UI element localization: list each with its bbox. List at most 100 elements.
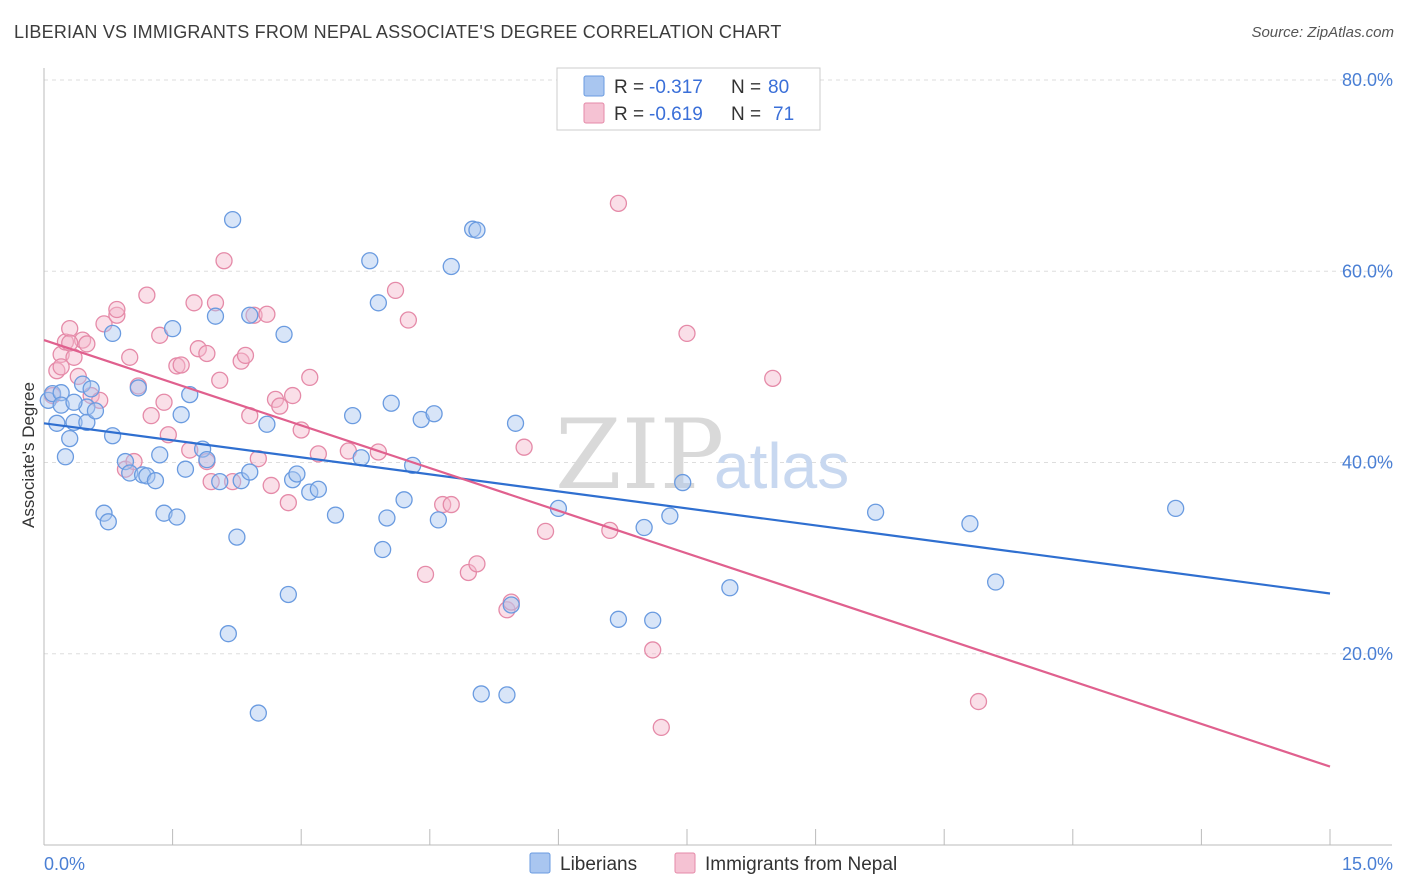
- nepal-point-67: [764, 369, 782, 388]
- nepal-point-36: [236, 346, 255, 365]
- nepal-point-53: [416, 565, 435, 584]
- legend-r-value-2: -0.619: [649, 104, 703, 125]
- liberian-point-5: [61, 429, 79, 448]
- nepal-point-43: [271, 397, 289, 415]
- liberian-point-79: [65, 393, 83, 411]
- nepal-point-12: [108, 306, 126, 324]
- liberian-point-25: [168, 508, 186, 526]
- liberian-point-46: [309, 480, 327, 498]
- liberian-point-63: [472, 685, 490, 703]
- liberian-point-49: [352, 449, 370, 467]
- liberian-point-14: [95, 504, 113, 522]
- nepal-point-64: [644, 641, 662, 659]
- y-tick-label-0: 20.0%: [1342, 644, 1393, 664]
- liberian-point-32: [211, 472, 229, 491]
- liberian-point-24: [163, 319, 182, 338]
- liberian-point-74: [866, 503, 885, 521]
- series-legend: Liberians Immigrants from Nepal: [529, 852, 897, 875]
- nepal-point-55: [442, 495, 460, 514]
- liberian-point-76: [986, 573, 1005, 591]
- liberian-point-18: [129, 379, 147, 397]
- liberian-point-62: [468, 221, 486, 239]
- source-label: Source: ZipAtlas.com: [1251, 24, 1394, 41]
- nepal-point-31: [206, 294, 225, 312]
- nepal-point-28: [198, 344, 216, 363]
- chart-title: LIBERIAN VS IMMIGRANTS FROM NEPAL ASSOCI…: [14, 22, 782, 42]
- bottom-legend-swatch-liberians: [529, 852, 551, 874]
- nepal-point-44: [279, 494, 297, 512]
- nepal-point-40: [258, 305, 276, 323]
- nepal-point-11: [95, 315, 113, 333]
- liberian-point-20: [138, 467, 156, 485]
- nepal-point-8: [78, 335, 96, 353]
- bottom-legend-swatch-nepal: [674, 852, 696, 874]
- y-tick-label-1: 40.0%: [1342, 453, 1393, 473]
- liberian-point-60: [442, 257, 460, 276]
- nepal-point-19: [142, 406, 160, 425]
- x-tick-label-0: 0.0%: [44, 854, 85, 874]
- liberian-point-4: [56, 448, 75, 466]
- nepal-trend-line: [43, 339, 1331, 768]
- grid-lines: [44, 79, 1392, 655]
- liberian-point-50: [361, 252, 379, 270]
- watermark: ZIP atlas: [555, 399, 849, 511]
- nepal-points: [43, 194, 988, 737]
- legend-n-value-1: 80: [768, 77, 789, 98]
- liberian-trend-line: [43, 422, 1331, 595]
- nepal-point-15: [121, 348, 139, 366]
- liberian-point-58: [425, 405, 443, 423]
- liberian-point-54: [382, 394, 400, 412]
- bottom-legend-nepal: Immigrants from Nepal: [705, 854, 897, 875]
- liberian-point-47: [326, 506, 345, 524]
- liberian-point-26: [172, 406, 190, 424]
- nepal-point-66: [678, 324, 696, 343]
- liberian-point-35: [228, 528, 246, 546]
- nepal-point-27: [189, 340, 207, 358]
- liberian-point-52: [373, 540, 392, 559]
- nepal-point-60: [515, 438, 533, 456]
- liberian-point-7: [73, 375, 92, 393]
- liberian-point-69: [635, 518, 653, 537]
- liberian-point-17: [121, 464, 139, 482]
- liberian-point-42: [279, 585, 297, 604]
- nepal-point-52: [399, 311, 418, 329]
- y-axis-label: Associate's Degree: [19, 382, 38, 528]
- bottom-legend-liberians: Liberians: [560, 854, 637, 875]
- nepal-point-18: [138, 286, 156, 304]
- nepal-point-63: [609, 194, 628, 213]
- liberian-point-64: [498, 686, 516, 704]
- legend-swatch-liberians: [583, 75, 605, 97]
- liberian-point-12: [103, 427, 122, 445]
- nepal-point-51: [386, 281, 405, 300]
- nepal-point-48: [309, 445, 327, 463]
- liberian-point-41: [275, 325, 293, 344]
- watermark-atlas: atlas: [714, 430, 849, 502]
- liberian-point-8: [78, 398, 96, 416]
- liberian-point-59: [429, 511, 448, 529]
- nepal-point-4: [61, 319, 79, 338]
- liberian-point-51: [369, 294, 388, 312]
- liberian-point-10: [82, 380, 100, 398]
- y-tick-labels: 20.0% 40.0% 60.0% 80.0%: [1342, 70, 1393, 664]
- liberian-point-9: [78, 413, 96, 431]
- liberian-point-65: [502, 596, 520, 614]
- legend-r-label-2: R =: [614, 104, 644, 125]
- nepal-point-21: [155, 393, 173, 411]
- liberian-point-37: [241, 463, 259, 481]
- nepal-point-57: [468, 555, 486, 573]
- legend-n-label-1: N =: [731, 77, 761, 98]
- legend-r-value-1: -0.317: [649, 77, 703, 98]
- nepal-point-45: [283, 386, 302, 405]
- y-tick-label-3: 80.0%: [1342, 70, 1393, 90]
- liberian-point-21: [146, 472, 165, 490]
- nepal-point-24: [172, 356, 190, 374]
- liberian-point-44: [288, 465, 306, 483]
- liberian-point-33: [219, 625, 237, 643]
- x-tick-labels: 0.0% 15.0%: [44, 854, 1393, 874]
- liberian-point-27: [176, 460, 195, 478]
- liberian-point-72: [674, 473, 692, 492]
- trend-lines: [43, 339, 1331, 768]
- nepal-point-47: [301, 368, 319, 387]
- legend-n-label-2: N =: [731, 104, 761, 125]
- nepal-point-69: [52, 358, 70, 376]
